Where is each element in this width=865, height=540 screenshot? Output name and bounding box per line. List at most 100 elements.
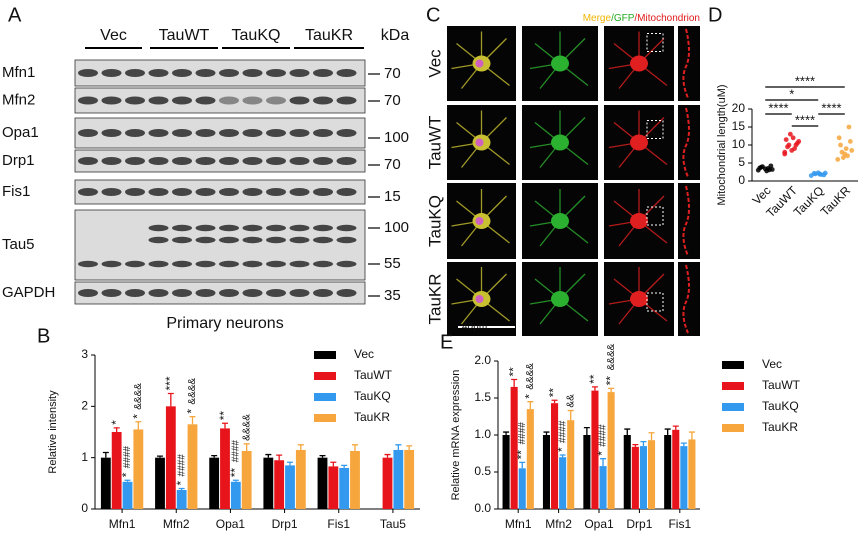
bar xyxy=(591,390,599,509)
bar xyxy=(502,435,510,509)
significance: #### xyxy=(122,446,133,469)
bar xyxy=(350,450,360,509)
zoom-box xyxy=(646,206,664,226)
zoom-box xyxy=(646,33,664,52)
error-bar xyxy=(243,443,250,451)
significance: ** xyxy=(603,376,617,386)
blot-band xyxy=(195,96,216,105)
y-axis-label: Relative mRNA expression xyxy=(450,370,462,501)
zoom-box xyxy=(646,120,664,139)
blot-band xyxy=(125,69,145,77)
blot-band xyxy=(148,224,169,232)
soma xyxy=(630,213,648,229)
x-tick-label: Tau5 xyxy=(380,517,406,531)
legend-label: TauKQ xyxy=(354,389,391,403)
blot-band xyxy=(172,96,192,105)
nucleus xyxy=(475,295,484,303)
blot-band xyxy=(195,157,216,165)
blot-band xyxy=(289,69,310,77)
bar xyxy=(122,481,133,509)
blot-band xyxy=(219,157,239,165)
significance: && xyxy=(565,394,576,408)
error-bar xyxy=(672,425,679,430)
legend-label: TauWT xyxy=(354,368,393,382)
legend-label: TauKR xyxy=(762,420,798,434)
blot-band xyxy=(242,69,263,77)
error-bar xyxy=(102,451,109,458)
kda-label: 70 xyxy=(384,156,401,173)
blot-band xyxy=(148,69,169,77)
legend-swatch xyxy=(314,351,336,359)
error-bar xyxy=(551,399,558,404)
error-bar xyxy=(559,454,566,458)
mito-zoom xyxy=(682,28,690,99)
channel-name: Merge xyxy=(583,13,612,24)
significance: * xyxy=(185,409,199,414)
blot-band xyxy=(101,69,122,77)
bar xyxy=(165,406,176,509)
legend-label: TauWT xyxy=(762,378,801,392)
x-tick-label: Mfn1 xyxy=(109,517,136,531)
error-bar xyxy=(608,387,615,393)
error-bar xyxy=(265,453,272,458)
blot-band xyxy=(78,157,98,165)
blot-band xyxy=(172,260,192,268)
comparison-label: **** xyxy=(768,100,788,115)
significance: &&&& xyxy=(525,363,536,390)
error-bar xyxy=(287,461,293,466)
blot-band xyxy=(266,157,286,165)
bar xyxy=(209,457,220,509)
data-point xyxy=(811,171,817,176)
blot-band xyxy=(289,224,310,232)
data-point xyxy=(790,135,796,141)
x-tick-label: Opa1 xyxy=(584,517,614,531)
blot-band xyxy=(313,69,333,77)
blot-band xyxy=(266,236,286,244)
blot-band xyxy=(313,129,333,137)
bar xyxy=(688,439,696,509)
soma xyxy=(630,55,648,72)
error-bar xyxy=(113,427,120,432)
comparison-label: **** xyxy=(795,73,815,88)
error-bar xyxy=(624,428,631,435)
significance: #### xyxy=(517,422,528,445)
error-bar xyxy=(276,454,283,461)
x-tick-label: Mfn1 xyxy=(505,517,532,531)
bar xyxy=(623,435,631,509)
blot-band xyxy=(125,188,145,196)
bar xyxy=(567,420,575,509)
legend-swatch xyxy=(722,382,744,390)
blot-band xyxy=(336,157,357,165)
data-point xyxy=(840,155,846,161)
x-tick-label: Mfn2 xyxy=(163,517,190,531)
blot-band xyxy=(336,96,357,105)
blot-band xyxy=(195,260,216,268)
bar xyxy=(111,432,122,509)
micrograph xyxy=(678,105,700,180)
blot-band xyxy=(125,129,145,137)
bar xyxy=(551,403,559,509)
blot-band xyxy=(148,236,169,244)
error-bar xyxy=(543,431,550,435)
blot-band xyxy=(148,260,169,268)
bar xyxy=(382,457,393,509)
kda-label: 55 xyxy=(384,255,401,272)
y-tick-label: 10 xyxy=(732,137,746,151)
bar xyxy=(155,457,165,509)
significance: &&&& xyxy=(133,383,144,410)
blot-band xyxy=(313,260,333,268)
panel-label: E xyxy=(440,331,453,353)
legend-swatch xyxy=(314,414,336,422)
data-point xyxy=(767,167,772,173)
bar xyxy=(339,467,350,509)
error-bar xyxy=(583,426,590,435)
x-tick-label: Drp1 xyxy=(272,517,298,531)
blot-band xyxy=(195,236,216,244)
comparison-label: * xyxy=(789,86,794,101)
blot-band xyxy=(148,96,169,105)
micrograph xyxy=(678,262,700,336)
error-bar xyxy=(297,444,304,450)
data-point xyxy=(815,170,821,176)
bar xyxy=(680,446,688,509)
blot-band xyxy=(78,289,98,297)
